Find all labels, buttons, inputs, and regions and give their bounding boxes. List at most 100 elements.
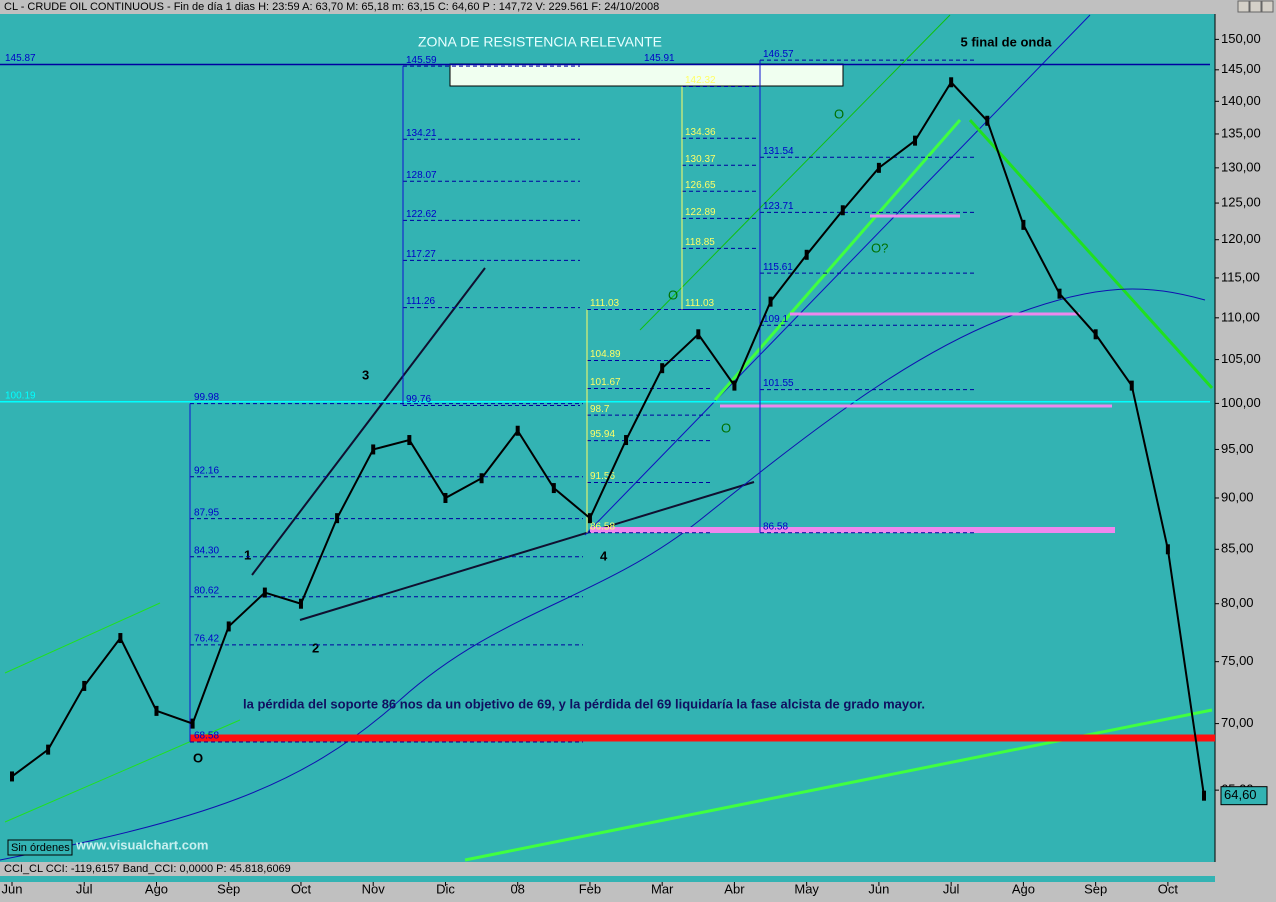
x-tick-label: 08	[510, 881, 524, 896]
candle	[154, 705, 159, 716]
level-label: 68.58	[194, 731, 219, 742]
y-tick-label: 120,00	[1221, 231, 1261, 246]
x-tick-label: Jun	[868, 881, 889, 896]
candle	[46, 744, 51, 755]
support-lines	[190, 214, 1215, 742]
status[interactable]: Sin órdenes	[11, 842, 70, 854]
x-tick-label: Feb	[579, 881, 601, 896]
candle	[876, 162, 881, 173]
candle	[1057, 288, 1062, 299]
candle	[985, 115, 990, 126]
level-label: 91.56	[590, 471, 615, 482]
level-label: 99.76	[406, 394, 431, 405]
y-tick-label: 145,00	[1221, 61, 1261, 76]
level-label: 111.26	[406, 296, 436, 307]
x-tick-label: Oct	[291, 881, 312, 896]
maximize[interactable]	[1249, 0, 1262, 13]
x-tick-label: Ago	[145, 881, 168, 896]
candle	[226, 621, 231, 632]
level-label: 142.32	[685, 75, 716, 86]
annotation: 4	[600, 548, 608, 563]
level-label: 87.95	[194, 507, 219, 518]
level-label: 128.07	[406, 170, 437, 181]
y-tick-label: 75,00	[1221, 653, 1254, 668]
annotation: O	[834, 106, 844, 121]
footer: CCI_CL CCI: -119,6157 Band_CCI: 0,0000 P…	[4, 863, 291, 875]
last-price-box	[1220, 786, 1268, 806]
level-label: 122.62	[406, 209, 437, 220]
minimize[interactable]	[1237, 0, 1250, 13]
annotation: 2	[312, 640, 319, 655]
level-label: 111.03	[685, 298, 715, 309]
level-label: 145.91	[644, 53, 675, 64]
candle	[1093, 329, 1098, 340]
trend-lines	[0, 14, 1214, 862]
y-tick-label: 130,00	[1221, 159, 1261, 174]
x-tick-label: Oct	[1158, 881, 1179, 896]
resistance-zone	[449, 63, 844, 87]
cci-panel	[0, 876, 1215, 882]
plot-area	[0, 14, 1215, 862]
level-label: 99.98	[194, 392, 219, 403]
level-label: 95.94	[590, 429, 615, 440]
level-label: 92.16	[194, 465, 219, 476]
annotation: la pérdida del soporte 86 nos da un obje…	[243, 696, 925, 711]
level-label: 98.7	[590, 404, 610, 415]
candle	[515, 425, 520, 436]
close[interactable]	[1261, 0, 1274, 13]
candle	[1129, 380, 1134, 391]
candle	[624, 435, 629, 446]
candle	[1202, 790, 1206, 801]
chart-title: ZONA DE RESISTENCIA RELEVANTE	[418, 34, 662, 50]
y-tick-label: 115,00	[1221, 269, 1260, 284]
level-label: 123.71	[763, 201, 794, 212]
trend-line	[584, 14, 1091, 536]
annotation: O	[193, 750, 203, 765]
window-buttons[interactable]	[1237, 0, 1274, 13]
level-label: 109.1	[763, 314, 788, 325]
candle	[768, 296, 773, 307]
level-label: 86.58	[763, 521, 788, 532]
y-tick-label: 70,00	[1221, 715, 1254, 730]
x-tick-label: Sep	[1084, 881, 1107, 896]
annotations: 5 final de onda 1 2 3 4 O O O O? O la pé…	[193, 34, 1052, 765]
level-label: 146.57	[763, 49, 794, 60]
status-box[interactable]	[7, 839, 73, 856]
x-tick-label: Sep	[217, 881, 240, 896]
candle	[262, 587, 267, 598]
y-tick-label: 105,00	[1221, 351, 1261, 366]
candle	[696, 329, 701, 340]
level-label: 117.27	[406, 249, 436, 260]
y-tick-label: 95,00	[1221, 441, 1254, 456]
level-label: 101.55	[763, 378, 794, 389]
trend-line	[639, 14, 951, 331]
candle	[1021, 219, 1026, 230]
last-price: 64,60	[1224, 787, 1257, 802]
x-tick-label: Abr	[724, 881, 745, 896]
annotation: O	[721, 420, 731, 435]
x-tick-label: Nov	[362, 881, 386, 896]
candle	[949, 77, 954, 88]
candle	[660, 363, 665, 374]
level-label: 145.59	[406, 55, 437, 66]
trend-line	[251, 267, 486, 576]
trend-line	[4, 602, 161, 674]
candle	[118, 633, 123, 644]
annotation: 3	[362, 367, 369, 382]
level-label: 134.36	[685, 127, 716, 138]
y-tick-label: 125,00	[1221, 194, 1261, 209]
candle	[10, 771, 14, 782]
candle	[82, 680, 87, 691]
level-label: 86.58	[590, 521, 615, 532]
x-tick-label: May	[794, 881, 819, 896]
candle	[804, 249, 809, 260]
x-tick-label: Mar	[651, 881, 674, 896]
x-tick-label: Jul	[76, 881, 93, 896]
level-label: 111.03	[590, 298, 620, 309]
candle	[840, 205, 845, 216]
candle	[1165, 544, 1170, 555]
header: CL - CRUDE OIL CONTINUOUS - Fin de día 1…	[4, 1, 659, 13]
watermark: www.visualchart.com	[75, 837, 208, 852]
level-label: 104.89	[590, 349, 621, 360]
